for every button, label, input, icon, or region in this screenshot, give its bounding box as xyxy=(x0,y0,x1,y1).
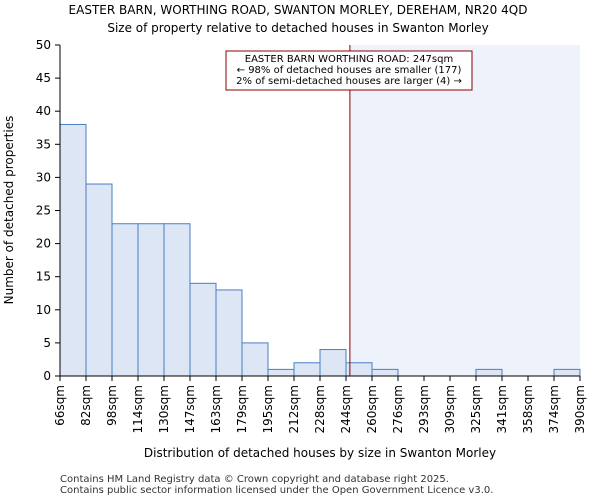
x-tick-label: 276sqm xyxy=(391,385,405,433)
x-tick-label: 195sqm xyxy=(261,385,275,433)
x-tick-label: 341sqm xyxy=(495,385,509,433)
x-tick-label: 358sqm xyxy=(521,385,535,433)
x-tick-label: 179sqm xyxy=(235,385,249,433)
bar-212sqm xyxy=(293,362,321,377)
x-axis-label: Distribution of detached houses by size … xyxy=(144,446,496,460)
bar-147sqm xyxy=(189,282,217,377)
bar-114sqm xyxy=(137,223,165,377)
bar-374sqm xyxy=(553,368,581,377)
bar-325sqm xyxy=(475,368,503,377)
annotation-line-2: ← 98% of detached houses are smaller (17… xyxy=(237,65,462,76)
y-tick-label: 20 xyxy=(36,237,51,251)
x-tick-label: 390sqm xyxy=(573,385,587,433)
x-tick-label: 66sqm xyxy=(53,385,67,426)
y-tick-label: 15 xyxy=(36,270,51,284)
chart-subtitle: Size of property relative to detached ho… xyxy=(107,21,488,35)
x-tick-label: 82sqm xyxy=(79,385,93,426)
plot-area: 0 5 10 15 20 25 30 35 40 45 50 66sqm 82sqm 98sqm 114sq… xyxy=(36,38,587,433)
y-tick-label: 5 xyxy=(43,336,51,350)
bar-228sqm xyxy=(319,349,347,377)
x-tick-label: 98sqm xyxy=(105,385,119,426)
x-tick-label: 114sqm xyxy=(131,385,145,433)
x-tick-label: 130sqm xyxy=(157,385,171,433)
bar-260sqm xyxy=(371,368,399,377)
bar-163sqm xyxy=(215,289,243,377)
x-tick-label: 163sqm xyxy=(209,385,223,433)
bar-179sqm xyxy=(241,342,269,377)
x-tick-label: 212sqm xyxy=(287,385,301,433)
y-tick-label: 0 xyxy=(43,369,51,383)
y-tick-label: 35 xyxy=(36,137,51,151)
x-tick-label: 374sqm xyxy=(547,385,561,433)
bar-130sqm xyxy=(163,223,191,377)
y-tick-label: 25 xyxy=(36,204,51,218)
annotation-line-3: 2% of semi-detached houses are larger (4… xyxy=(236,76,462,87)
x-tick-label: 309sqm xyxy=(443,385,457,433)
annotation-box xyxy=(225,50,473,91)
x-tick-label: 244sqm xyxy=(339,385,353,433)
bar-82sqm xyxy=(85,183,113,377)
bar-98sqm xyxy=(111,223,139,377)
bar-66sqm xyxy=(59,123,87,377)
chart-title: EASTER BARN, WORTHING ROAD, SWANTON MORL… xyxy=(69,3,528,17)
x-tick-label: 228sqm xyxy=(313,385,327,433)
x-tick-label: 260sqm xyxy=(365,385,379,433)
y-tick-label: 45 xyxy=(36,71,51,85)
footer-line-1: Contains HM Land Registry data © Crown c… xyxy=(60,474,449,485)
y-axis-label: Number of detached properties xyxy=(2,116,16,305)
bar-195sqm xyxy=(267,368,295,377)
y-tick-label: 10 xyxy=(36,303,51,317)
y-tick-label: 40 xyxy=(36,104,51,118)
x-tick-label: 325sqm xyxy=(469,385,483,433)
x-tick-label: 147sqm xyxy=(183,385,197,433)
y-tick-label: 30 xyxy=(36,170,51,184)
larger-region-shade xyxy=(349,45,580,376)
footer-line-2: Contains public sector information licen… xyxy=(60,485,493,496)
annotation-line-1: EASTER BARN WORTHING ROAD: 247sqm xyxy=(245,54,453,65)
y-tick-label: 50 xyxy=(36,38,51,52)
x-tick-label: 293sqm xyxy=(417,385,431,433)
